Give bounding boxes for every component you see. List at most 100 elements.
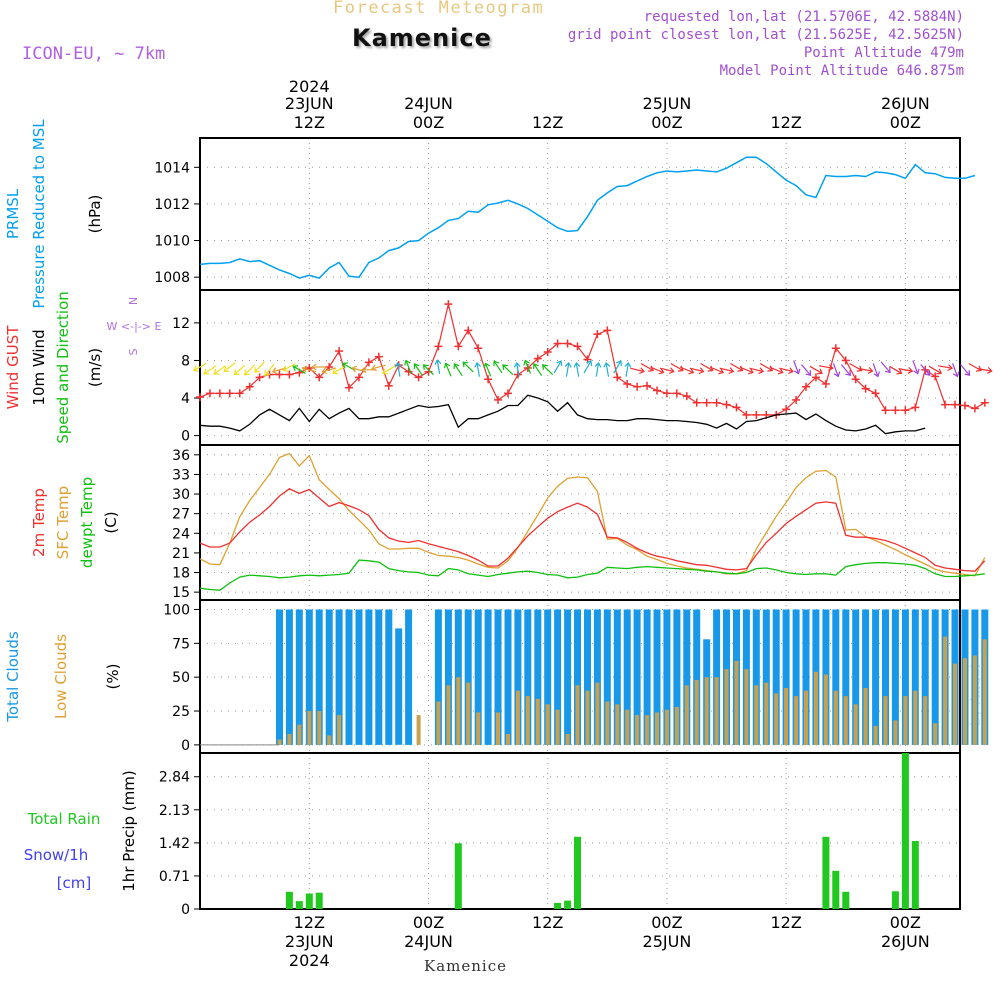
wind-arrow-head — [360, 366, 367, 374]
total-cloud-bar — [305, 609, 313, 745]
gust-marker — [464, 326, 473, 335]
low-cloud-bar — [883, 696, 888, 745]
top-year-label: 2024 — [289, 77, 330, 96]
y-tick-label: 27 — [172, 507, 190, 523]
axis-label: (hPa) — [86, 195, 104, 234]
wind-arrow — [952, 363, 958, 377]
wind-arrow — [779, 367, 794, 373]
low-cloud-bar — [674, 707, 679, 745]
y-tick-label: 1012 — [154, 197, 190, 213]
axis-label: 10m Wind — [30, 329, 48, 405]
wind-arrow — [234, 364, 246, 375]
y-tick-label: 24 — [172, 526, 190, 542]
low-cloud-bar — [625, 709, 630, 745]
total-cloud-bar — [484, 609, 492, 745]
axis-label: Low Clouds — [52, 634, 70, 719]
gust-marker — [891, 406, 900, 415]
gust-marker — [196, 393, 204, 402]
total-cloud-bar — [355, 609, 363, 745]
axis-label: (m/s) — [86, 348, 104, 387]
total-cloud-bar — [882, 609, 889, 745]
wind-arrow — [493, 360, 503, 374]
wind-arrow — [322, 367, 337, 373]
wind-arrow-head — [564, 362, 572, 368]
gust-marker — [305, 363, 314, 372]
y-tick-label: 36 — [172, 448, 190, 464]
low-cloud-bar — [873, 725, 878, 745]
model-altitude: Model Point Altitude 646.875m — [719, 63, 964, 79]
gust-marker — [543, 348, 552, 356]
low-cloud-bar — [724, 669, 729, 745]
axis-label: Total Clouds — [4, 631, 22, 723]
wind-arrow — [254, 361, 265, 373]
gust-marker — [941, 400, 950, 409]
wind-arrow-head — [321, 367, 328, 375]
wind-arrow-head — [443, 362, 451, 369]
low-cloud-bar — [784, 688, 789, 745]
gust-marker — [931, 372, 940, 381]
total-cloud-bar — [544, 609, 552, 745]
low-cloud-bar — [853, 704, 858, 745]
wind-arrow-head — [856, 365, 863, 372]
total-cloud-bar — [365, 609, 373, 745]
wind-arrow-head — [292, 365, 299, 372]
wind-arrow — [858, 368, 873, 372]
gust-marker — [275, 370, 284, 379]
wind-arrow-head — [964, 370, 971, 376]
total-cloud-bar — [444, 609, 452, 745]
wind-arrow-head — [573, 362, 581, 368]
wind-arrow — [872, 363, 879, 377]
bottom-time-label: 12Z — [532, 913, 563, 932]
low-cloud-bar — [734, 660, 739, 745]
wind-arrow-head — [828, 364, 834, 372]
gust-marker — [980, 398, 989, 407]
wind-arrow — [709, 366, 724, 374]
y-tick-label: 0 — [181, 902, 190, 918]
gust-marker — [911, 403, 920, 412]
y-tick-label: 0.71 — [159, 869, 190, 885]
wind-arrow — [749, 367, 764, 373]
low-cloud-bar — [664, 709, 669, 745]
total-cloud-bar — [832, 609, 840, 745]
low-cloud-bar — [615, 704, 620, 745]
wind-arrow-head — [698, 367, 705, 375]
wind-arrow — [938, 365, 953, 369]
gust-marker — [732, 403, 741, 412]
y-tick-label: 4 — [181, 391, 190, 407]
low-cloud-bar — [813, 671, 818, 745]
low-cloud-bar — [972, 655, 977, 745]
axis-label: SFC Temp — [54, 486, 72, 559]
total-cloud-bar — [633, 609, 641, 745]
panel-clouds: 0 25 50 75 100 Total Clouds Low Clouds (%) — [4, 599, 989, 754]
total-cloud-bar — [335, 609, 343, 745]
total-cloud-bar — [405, 609, 413, 745]
low-cloud-bar — [913, 690, 918, 745]
wind-arrow-head — [896, 368, 903, 375]
wind-direction-arrows — [193, 359, 993, 378]
wind-arrow — [818, 365, 833, 369]
wind-arrow — [801, 364, 811, 376]
top-time-label: 25JUN — [643, 94, 692, 113]
wind-arrow — [880, 361, 891, 373]
bottom-time-label: 24JUN — [404, 932, 453, 951]
gust-marker — [742, 410, 751, 419]
low-cloud-bar — [764, 682, 769, 745]
wind-arrow — [462, 361, 474, 373]
total-cloud-bar — [375, 609, 383, 745]
y-tick-label: 50 — [172, 670, 190, 686]
wind-arrow-head — [975, 365, 982, 372]
wind-arrow — [769, 366, 783, 374]
gust-marker — [851, 375, 860, 384]
gust-marker — [702, 398, 711, 407]
low-cloud-bar — [446, 685, 451, 745]
wind-arrow-head — [264, 370, 271, 377]
y-tick-label: 100 — [163, 602, 190, 618]
wind-arrow-head — [243, 369, 250, 376]
wind-arrow — [445, 363, 452, 377]
wind-arrow — [680, 366, 694, 374]
low-cloud-bar — [963, 658, 967, 745]
wind-arrow-head — [947, 364, 953, 372]
wind-arrow — [793, 360, 800, 374]
wind-arrow-head — [788, 367, 794, 375]
